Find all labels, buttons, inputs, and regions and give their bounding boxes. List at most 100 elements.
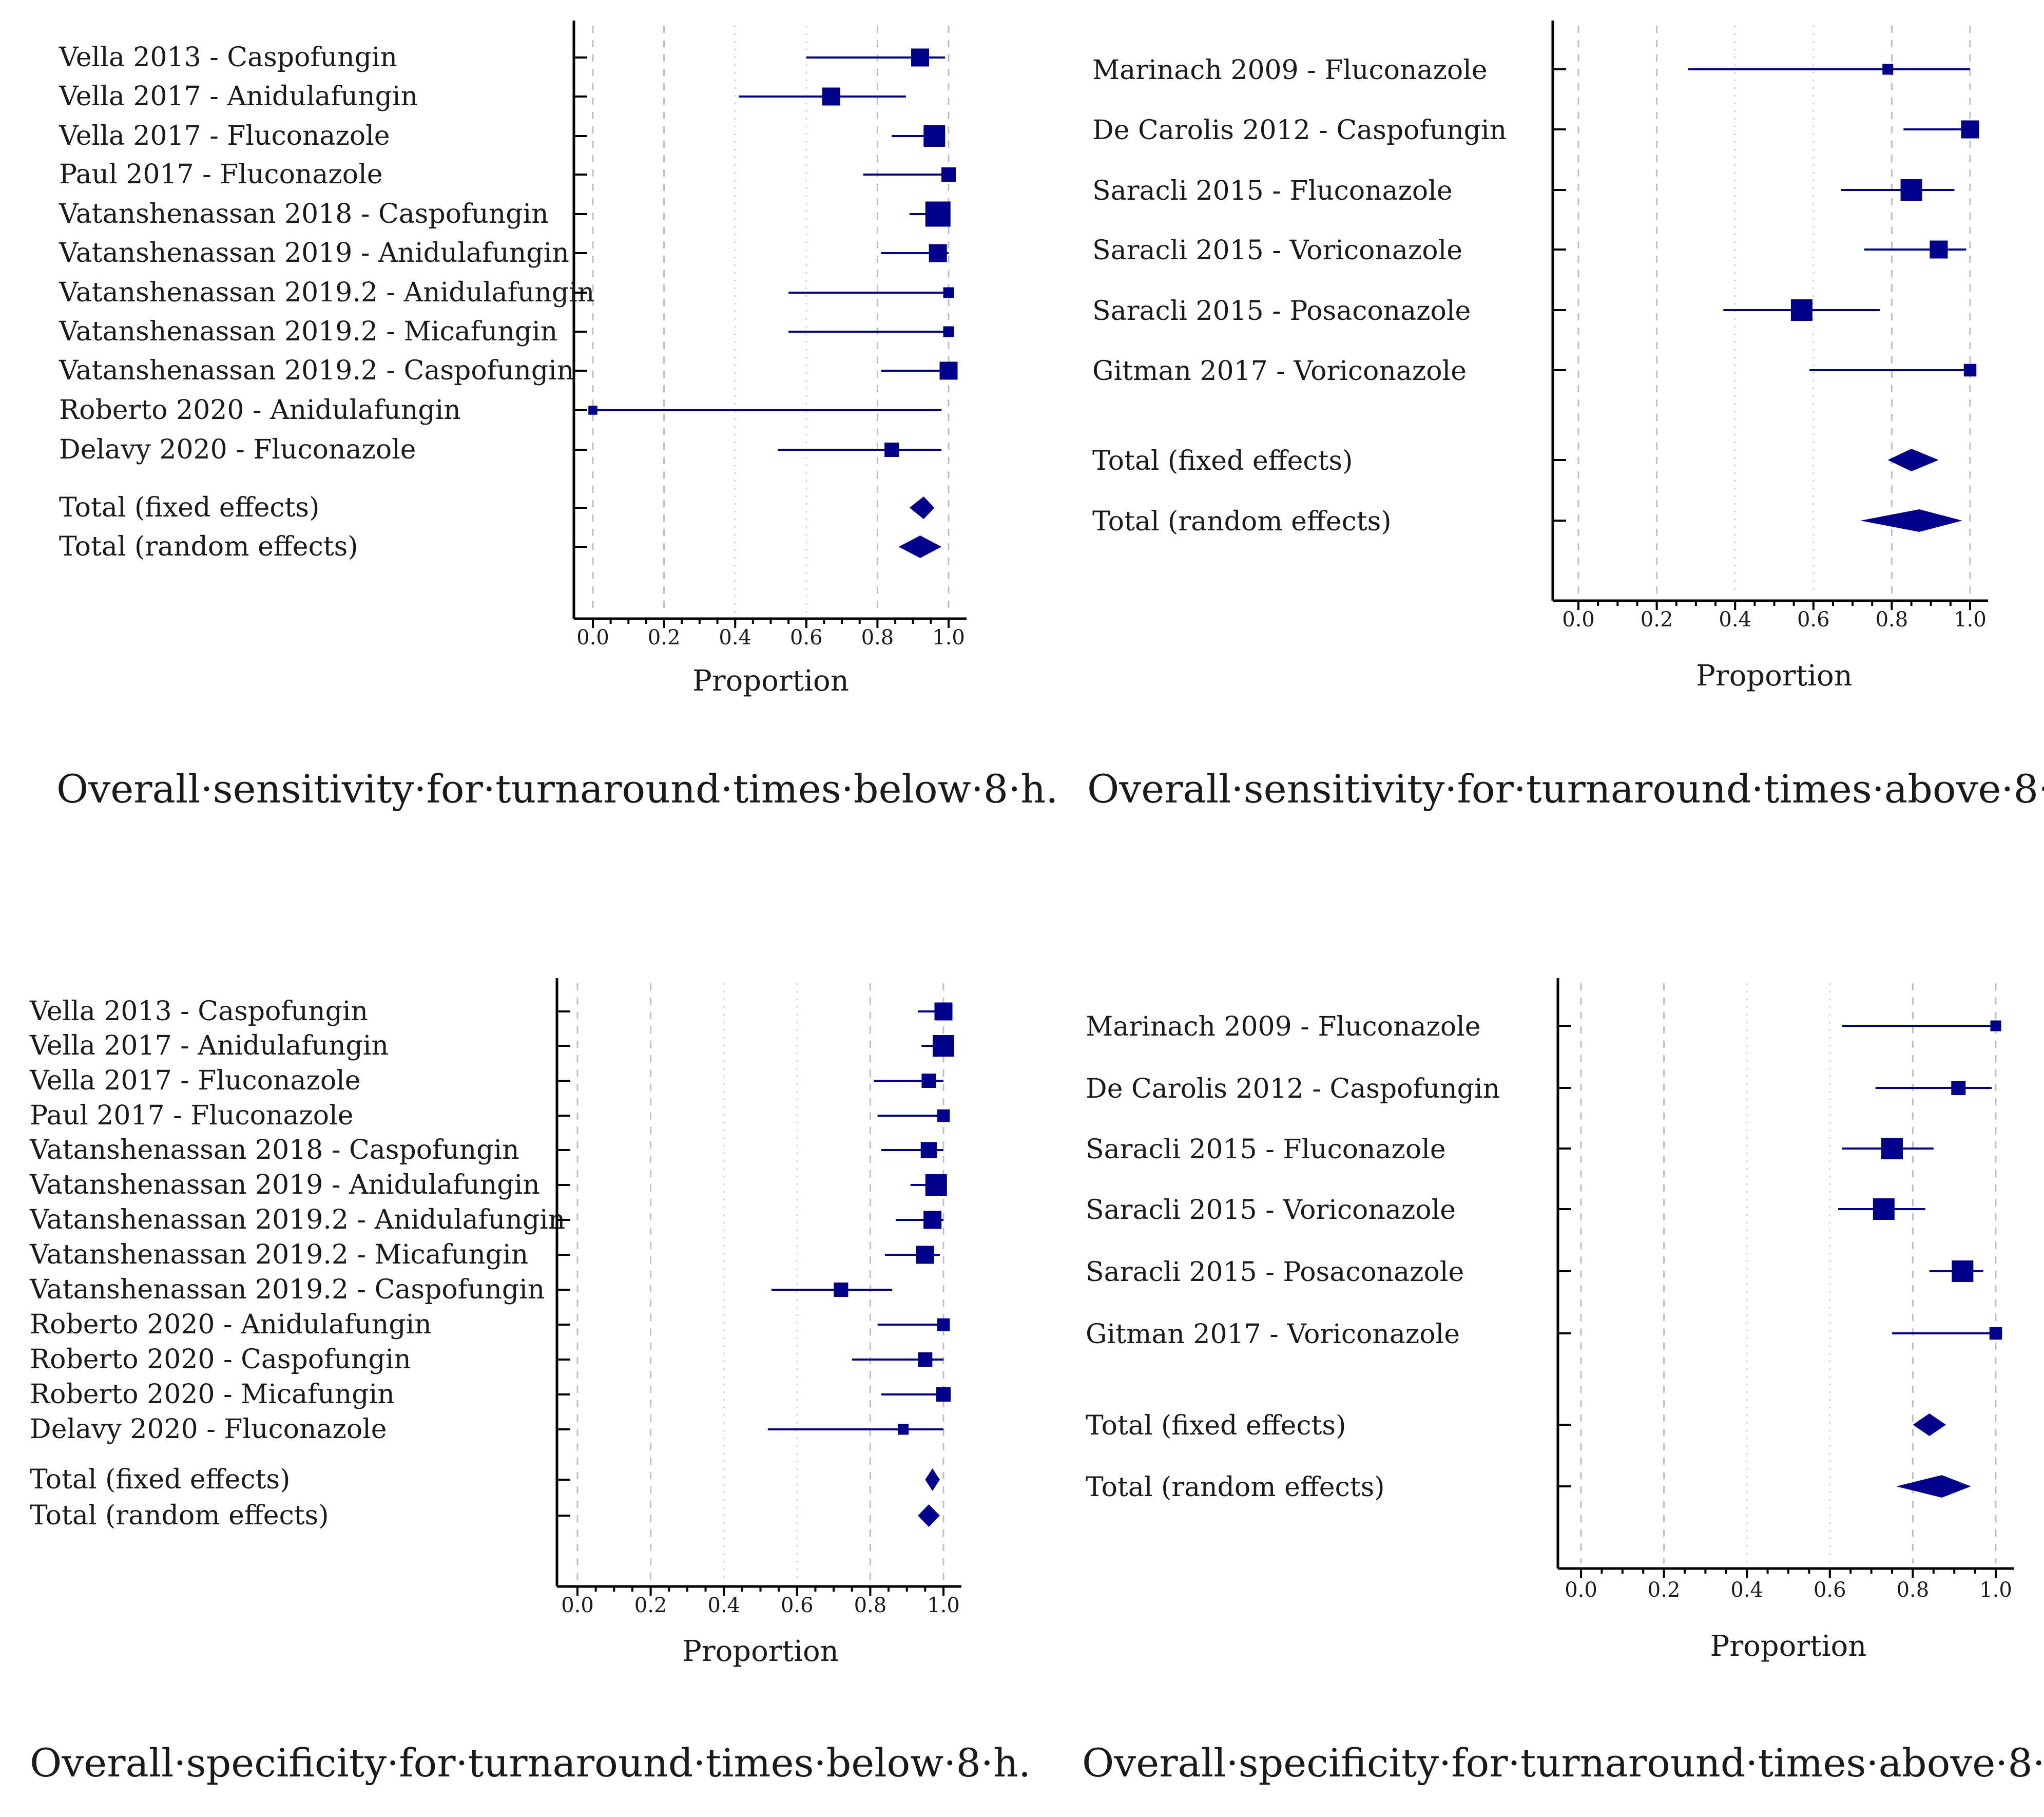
study-label: Gitman 2017 - Voriconazole [1086,1319,1460,1350]
point-estimate-square [937,1109,950,1122]
x-tick-label: 0.8 [1876,608,1908,632]
study-label: Delavy 2020 - Fluconazole [59,434,416,465]
study-label: Paul 2017 - Fluconazole [59,159,383,190]
point-estimate-square [898,1424,909,1435]
study-label: Vella 2017 - Anidulafungin [59,81,418,112]
point-estimate-square [1900,179,1922,201]
x-tick-label: 0.8 [1897,1578,1930,1602]
pooled-diamond [1896,1475,1971,1498]
figure-caption: Overall·sensitivity·for·turnaround·times… [1087,766,2044,812]
point-estimate-square [943,287,954,298]
study-label: De Carolis 2012 - Caspofungin [1086,1074,1500,1104]
study-label: Total (random effects) [59,531,358,562]
point-estimate-square [921,1074,936,1088]
study-label: Roberto 2020 - Anidulafungin [30,1309,432,1340]
study-label: Total (fixed effects) [1086,1410,1346,1441]
x-tick-label: 0.4 [719,626,751,649]
x-tick-label: 0.0 [1562,608,1595,632]
study-label: Gitman 2017 - Voriconazole [1092,356,1467,387]
study-label: Total (fixed effects) [59,492,319,523]
x-tick-label: 1.0 [927,1594,960,1617]
point-estimate-square [884,443,899,457]
study-label: Total (random effects) [1092,506,1392,537]
x-tick-label: 0.4 [1719,608,1751,632]
point-estimate-square [1873,1198,1895,1220]
forest-panel-sensitivity-below-8h: 0.0 0.2 0.4 0.6 0.8 1.0 Proportion Vella 2013 -… [56,21,1058,812]
study-label: Vatanshenassan 2019.2 - Caspofungin [59,355,574,386]
x-tick-label: 0.2 [1648,1578,1681,1602]
study-label: Vatanshenassan 2019.2 - Caspofungin [29,1274,545,1305]
point-estimate-square [1790,299,1812,321]
point-estimate-square [923,125,946,147]
forest-panel-specificity-above-8h: 0.0 0.2 0.4 0.6 0.8 1.0 Proportion Marinach 200… [1082,978,2044,1786]
pooled-diamond [918,1504,940,1527]
x-tick-label: 0.2 [634,1594,667,1617]
point-estimate-square [936,1387,951,1402]
point-estimate-square [933,1035,954,1057]
x-tick-label: 1.0 [1979,1578,2012,1602]
study-label: Total (random effects) [30,1500,329,1531]
point-estimate-square [943,326,954,337]
point-estimate-square [920,1142,937,1158]
point-estimate-square [834,1283,849,1297]
study-label: Vatanshenassan 2019 - Anidulafungin [59,238,569,269]
study-label: Paul 2017 - Fluconazole [30,1100,354,1131]
x-tick-label: 1.0 [1954,608,1987,632]
x-axis-title: Proportion [1696,659,1853,693]
study-label: Saracli 2015 - Posaconazole [1092,296,1471,327]
point-estimate-square [1989,1327,2002,1340]
point-estimate-square [1963,364,1977,377]
point-estimate-square [1952,1260,1974,1282]
study-label: Saracli 2015 - Fluconazole [1092,176,1453,206]
study-label: Vella 2013 - Caspofungin [29,996,368,1027]
pooled-diamond [909,496,935,519]
study-label: Total (fixed effects) [30,1464,290,1495]
point-estimate-square [911,48,930,67]
study-label: Roberto 2020 - Micafungin [30,1379,395,1410]
study-label: Saracli 2015 - Posaconazole [1086,1257,1464,1288]
point-estimate-square [1882,64,1894,75]
point-estimate-square [1930,240,1948,259]
study-label: Vella 2013 - Caspofungin [59,42,397,73]
forest-panel-specificity-below-8h: 0.0 0.2 0.4 0.6 0.8 1.0 Proportion Vella 2013 -… [29,978,1031,1786]
study-label: Delavy 2020 - Fluconazole [30,1414,387,1445]
study-label: Marinach 2009 - Fluconazole [1092,55,1488,86]
figure-caption: Overall·specificity·for·turnaround·times… [30,1740,1031,1786]
study-label: Total (random effects) [1086,1472,1385,1503]
x-tick-label: 0.0 [1565,1578,1597,1602]
point-estimate-square [939,361,958,380]
pooled-diamond [1860,509,1962,532]
x-tick-label: 0.8 [861,626,894,649]
study-label: Total (fixed effects) [1092,446,1353,476]
x-tick-label: 1.0 [932,626,965,649]
x-tick-label: 0.8 [854,1594,887,1617]
study-label: Vatanshenassan 2019.2 - Micafungin [59,316,557,347]
point-estimate-square [925,1174,947,1196]
x-tick-label: 0.4 [707,1594,740,1617]
study-label: Vatanshenassan 2019 - Anidulafungin [29,1170,540,1200]
figure-caption: Overall·specificity·for·turnaround·times… [1082,1740,2044,1786]
study-label: Vella 2017 - Fluconazole [29,1065,361,1096]
study-label: Vatanshenassan 2019.2 - Anidulafungin [29,1204,565,1235]
study-label: Saracli 2015 - Fluconazole [1086,1134,1446,1165]
study-label: Roberto 2020 - Caspofungin [30,1344,411,1375]
x-tick-label: 0.2 [648,626,681,649]
x-tick-label: 0.0 [576,626,609,649]
x-tick-label: 0.2 [1641,608,1673,632]
point-estimate-square [1881,1138,1903,1159]
point-estimate-square [941,167,956,182]
x-axis-title: Proportion [1710,1630,1867,1663]
study-label: Vatanshenassan 2019.2 - Micafungin [29,1239,528,1270]
study-label: Roberto 2020 - Anidulafungin [59,395,461,426]
point-estimate-square [923,1211,942,1229]
x-tick-label: 0.4 [1730,1578,1763,1602]
x-tick-label: 0.6 [1797,608,1830,632]
pooled-diamond [1913,1413,1946,1436]
point-estimate-square [588,406,597,415]
point-estimate-square [1961,120,1979,139]
study-label: Saracli 2015 - Voriconazole [1092,235,1462,266]
study-label: De Carolis 2012 - Caspofungin [1092,115,1507,146]
point-estimate-square [1951,1081,1966,1095]
pooled-diamond [1887,449,1939,471]
point-estimate-square [925,201,951,227]
